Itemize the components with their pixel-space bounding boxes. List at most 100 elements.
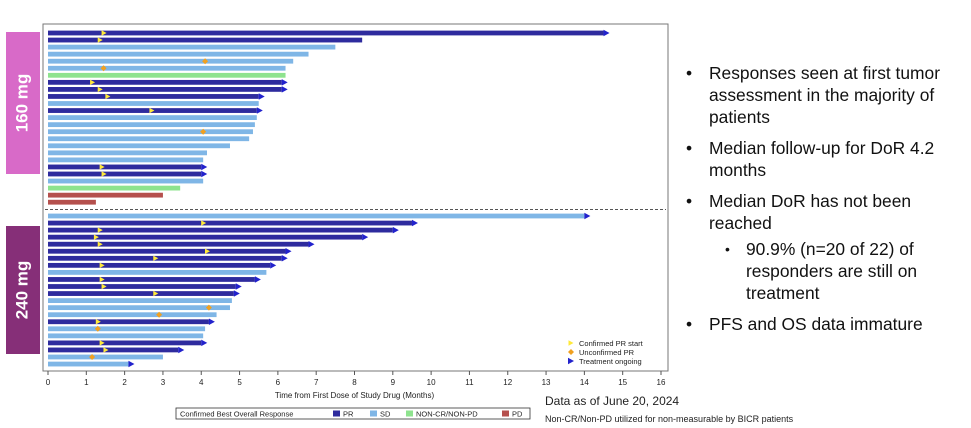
swim-bar — [48, 94, 259, 99]
ongoing-arrow — [281, 79, 288, 86]
confirmed-pr-marker — [95, 319, 101, 325]
confirmed-pr-marker — [101, 30, 107, 36]
ongoing-arrow — [392, 226, 399, 234]
bor-legend-label: NON-CR/NON-PD — [416, 410, 478, 419]
x-tick-label: 0 — [46, 378, 51, 387]
dose-group-band — [6, 32, 40, 174]
swim-bar — [48, 185, 181, 191]
swim-bar — [48, 347, 179, 353]
swim-bar — [48, 298, 232, 303]
swim-bar — [48, 319, 209, 325]
ongoing-arrow — [235, 283, 242, 290]
confirmed-pr-marker — [201, 220, 207, 226]
bor-legend-swatch — [502, 410, 509, 417]
bullet-median-dor-text: Median DoR has not been reached — [709, 191, 912, 233]
confirmed-pr-marker — [204, 248, 210, 254]
legend-ongoing-marker — [568, 357, 574, 365]
swim-bar — [48, 312, 217, 318]
ongoing-arrow — [201, 163, 208, 171]
dose-group-band — [6, 226, 40, 354]
ongoing-arrow — [254, 276, 261, 283]
x-tick-label: 11 — [465, 378, 474, 387]
x-tick-label: 3 — [161, 378, 166, 387]
swim-bar — [48, 44, 336, 50]
swim-bar — [48, 150, 207, 156]
x-tick-label: 6 — [276, 378, 281, 387]
unconfirmed-pr-marker — [202, 58, 209, 65]
bor-legend-title: Confirmed Best Overall Response — [180, 410, 293, 419]
swim-bar — [48, 241, 309, 247]
swim-bar — [48, 129, 253, 135]
bor-legend-label: SD — [380, 410, 391, 419]
swim-bar — [48, 72, 286, 78]
swim-bar — [48, 37, 363, 43]
swim-bar — [48, 340, 202, 346]
swim-bar — [48, 255, 282, 261]
swim-bar — [48, 213, 585, 219]
confirmed-pr-marker — [103, 347, 109, 353]
x-tick-label: 16 — [657, 378, 666, 387]
confirmed-pr-marker — [97, 37, 103, 43]
ongoing-arrow — [603, 29, 610, 37]
confirmed-pr-marker — [99, 164, 105, 170]
swim-bar — [48, 30, 604, 36]
legend-confirmed-label: Confirmed PR start — [579, 339, 644, 348]
ongoing-arrow — [233, 290, 240, 297]
swim-bar — [48, 122, 255, 128]
x-tick-label: 15 — [618, 378, 627, 387]
ongoing-arrow — [308, 240, 315, 248]
swim-bar — [48, 291, 234, 296]
swim-bar — [48, 79, 282, 85]
x-axis-label: Time from First Dose of Study Drug (Mont… — [275, 391, 435, 400]
confirmed-pr-marker — [97, 241, 103, 247]
confirmed-pr-marker — [99, 262, 105, 269]
ongoing-arrow — [411, 219, 418, 227]
bullet-responders-on-treatment: 90.9% (n=20 of 22) of responders are sti… — [709, 238, 968, 304]
ongoing-arrow — [201, 170, 208, 178]
bullet-median-follow-up: Median follow-up for DoR 4.2 months — [684, 137, 968, 181]
ongoing-arrow — [285, 248, 292, 255]
swim-bar — [48, 220, 412, 226]
swim-bar — [48, 305, 230, 311]
x-tick-label: 7 — [314, 378, 319, 387]
legend-ongoing-label: Treatment ongoing — [579, 357, 642, 366]
x-tick-label: 4 — [199, 378, 204, 387]
key-findings-list: Responses seen at first tumor assessment… — [684, 62, 968, 344]
ongoing-arrow — [208, 318, 215, 325]
x-tick-label: 13 — [542, 378, 551, 387]
confirmed-pr-marker — [97, 227, 103, 233]
swim-bar — [48, 199, 96, 205]
unconfirmed-pr-marker — [89, 354, 96, 360]
confirmed-pr-marker — [93, 234, 99, 240]
ongoing-arrow — [281, 86, 288, 93]
confirmed-pr-marker — [97, 86, 103, 93]
confirmed-pr-marker — [90, 79, 96, 86]
swim-bar — [48, 284, 236, 289]
bor-legend-swatch — [406, 410, 413, 417]
bullet-median-dor: Median DoR has not been reached 90.9% (n… — [684, 190, 968, 304]
x-tick-label: 10 — [427, 378, 436, 387]
x-tick-label: 14 — [580, 378, 589, 387]
confirmed-pr-marker — [153, 290, 159, 297]
confirmed-pr-marker — [101, 171, 107, 177]
legend-unconfirmed-marker — [568, 349, 574, 355]
swim-bar — [48, 248, 286, 254]
bor-legend-swatch — [333, 410, 340, 417]
swim-bar — [48, 354, 163, 360]
swim-bar — [48, 192, 163, 198]
confirmed-pr-marker — [99, 340, 105, 346]
bor-legend-label: PD — [512, 410, 523, 419]
swim-bar — [48, 333, 204, 339]
swim-bar — [48, 115, 257, 120]
footnote: Non-CR/Non-PD utilized for non-measurabl… — [545, 414, 794, 424]
unconfirmed-pr-marker — [94, 325, 101, 332]
dose-group-label: 160 mg — [12, 74, 31, 133]
bor-legend-label: PR — [343, 410, 354, 419]
x-tick-label: 1 — [84, 378, 89, 387]
swim-bar — [48, 51, 309, 57]
swim-bar — [48, 157, 204, 163]
swim-bar — [48, 143, 230, 149]
confirmed-pr-marker — [105, 93, 111, 100]
legend-confirmed-marker — [568, 340, 574, 346]
